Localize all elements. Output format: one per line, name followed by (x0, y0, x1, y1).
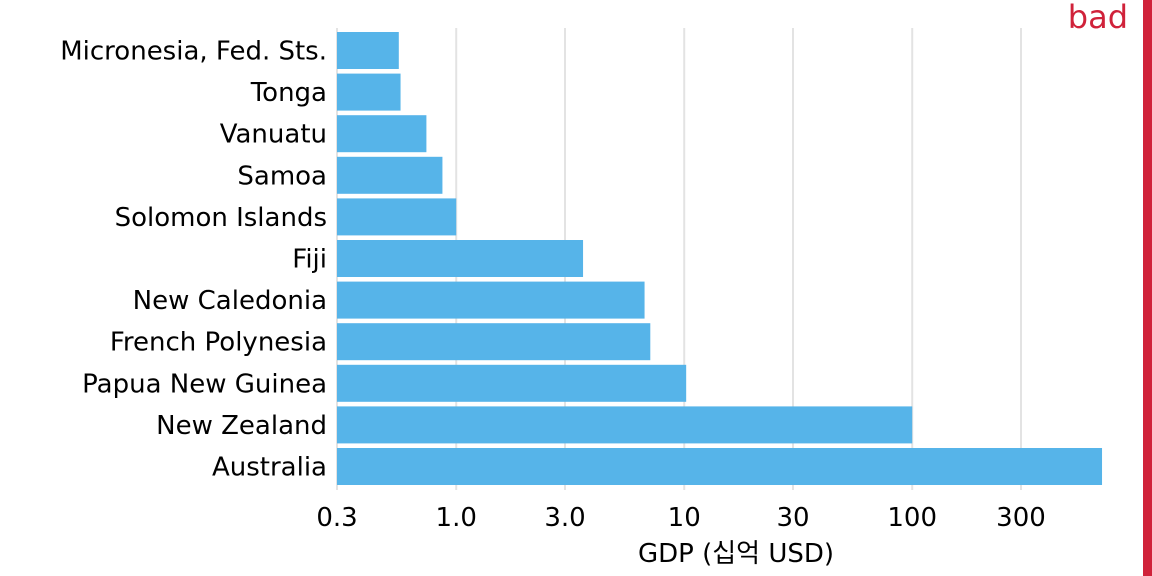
y-tick-label: Samoa (237, 161, 327, 191)
x-tick-label: 0.3 (316, 503, 357, 533)
y-tick-label: Micronesia, Fed. Sts. (60, 37, 327, 67)
y-tick-label: Tonga (250, 78, 327, 108)
x-tick-label: 100 (887, 503, 937, 533)
bar (337, 281, 645, 319)
bar (337, 406, 913, 444)
x-tick-label: 1.0 (436, 503, 477, 533)
y-tick-label: Vanuatu (220, 120, 327, 150)
bar (337, 448, 1103, 485)
y-tick-label: Australia (212, 453, 327, 483)
y-tick-label: New Zealand (156, 411, 327, 441)
x-tick-label: 300 (996, 503, 1046, 533)
bar (337, 115, 427, 153)
bad-label: bad (1067, 0, 1128, 36)
bar (337, 73, 401, 111)
y-tick-label: Papua New Guinea (82, 369, 327, 399)
bar (337, 240, 584, 277)
x-tick-label: 10 (668, 503, 701, 533)
bar (337, 156, 443, 194)
bad-indicator-bar (1143, 0, 1152, 576)
y-tick-label: Solomon Islands (115, 203, 327, 233)
y-tick-label: Fiji (292, 245, 327, 275)
bar (337, 198, 457, 236)
x-tick-label: 30 (776, 503, 809, 533)
x-tick-label: 3.0 (544, 503, 585, 533)
y-tick-label: French Polynesia (110, 328, 327, 358)
bar (337, 32, 399, 69)
bar (337, 323, 651, 361)
x-axis-label: GDP (십억 USD) (638, 539, 834, 569)
bar (337, 364, 687, 402)
y-tick-label: New Caledonia (133, 286, 327, 316)
